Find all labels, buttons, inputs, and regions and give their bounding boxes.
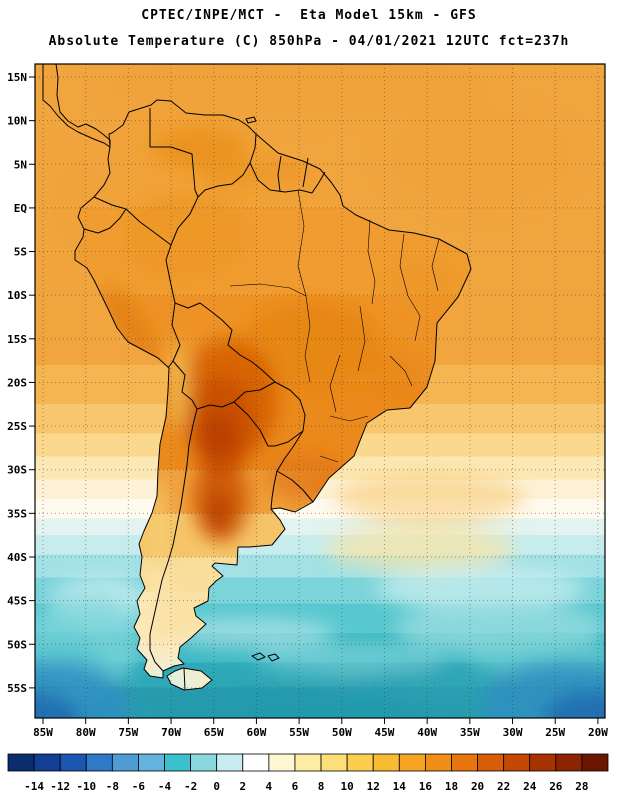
colorbar-tick-label: -10 (76, 780, 96, 793)
lon-label: 70W (161, 726, 181, 739)
axes: 15N 10N 5N EQ 5S 10S 15S 20S 25S 30S 35S 40S 45S 50S 5… (7, 71, 608, 739)
map-frame (34, 63, 606, 719)
lon-label: 50W (332, 726, 352, 739)
colorbar-tick-label: 20 (471, 780, 484, 793)
colorbar-tick-label: -14 (24, 780, 44, 793)
country-borders (83, 108, 326, 691)
lat-label: 5N (14, 158, 27, 171)
lon-label: 80W (76, 726, 96, 739)
state-borders (229, 189, 440, 463)
lon-label: 30W (503, 726, 523, 739)
temperature-colorbar: -14 -12 -10 -8 -6 -4 -2 0 2 4 6 8 10 12 14 16 18 20 22 24 26… (7, 753, 609, 793)
colorbar-segment (59, 753, 87, 772)
colorbar-segment (372, 753, 400, 772)
lon-label: 20W (588, 726, 608, 739)
central-america (43, 64, 110, 147)
lon-label: 45W (375, 726, 395, 739)
colorbar-tick-label: 16 (419, 780, 433, 793)
colorbar-segment (320, 753, 348, 772)
colorbar-segment (33, 753, 61, 772)
lat-label: 25S (7, 420, 27, 433)
colorbar-segment (294, 753, 322, 772)
colorbar-segment (451, 753, 478, 772)
lon-label: 60W (246, 726, 266, 739)
lat-label: 20S (7, 376, 27, 389)
lat-label: 30S (7, 464, 27, 477)
lat-label: 10S (7, 289, 27, 302)
lat-label: 15S (7, 333, 27, 346)
colorbar-segment (503, 753, 531, 772)
colorbar-tick-label: 24 (523, 780, 537, 793)
colorbar-segment (138, 753, 165, 772)
colorbar-tick-label: -2 (184, 780, 197, 793)
ocean-temperature-features (35, 64, 605, 718)
colorbar-segment (164, 753, 192, 772)
lon-label: 40W (417, 726, 437, 739)
colorbar-tick-label: 10 (341, 780, 354, 793)
map-title-line2: Absolute Temperature (C) 850hPa - 04/01/… (48, 34, 570, 49)
colorbar-tick-label: 0 (213, 780, 220, 793)
colorbar-segment (190, 753, 218, 772)
colorbar-segment (7, 753, 35, 772)
lon-label: 55W (289, 726, 309, 739)
colorbar-segment (85, 753, 113, 772)
lat-label: 55S (7, 682, 27, 695)
colorbar-tick-label: 12 (367, 780, 380, 793)
colorbar-scale: -14 -12 -10 -8 -6 -4 -2 0 2 4 6 8 10 12 14 16 18 20 22 24 26… (7, 753, 609, 793)
lat-label: 45S (7, 595, 27, 608)
lon-label: 85W (33, 726, 53, 739)
colorbar-tick-label: 14 (393, 780, 407, 793)
colorbar-segment (398, 753, 426, 772)
graticule (35, 64, 605, 718)
colorbar-tick-label: 18 (445, 780, 458, 793)
colorbar-tick-label: 8 (318, 780, 325, 793)
colorbar-segment (346, 753, 374, 772)
map-title-line1: CPTEC/INPE/MCT - Eta Model 15km - GFS (141, 8, 477, 23)
colorbar-segment (581, 753, 609, 772)
colorbar-segment (424, 753, 452, 772)
lat-label: 10N (7, 115, 27, 128)
lat-label: 5S (14, 246, 27, 259)
lon-label: 75W (118, 726, 138, 739)
colorbar-tick-label: 4 (266, 780, 273, 793)
colorbar-tick-label: -6 (132, 780, 146, 793)
lat-label: EQ (14, 202, 28, 215)
colorbar-tick-label: 6 (292, 780, 299, 793)
colorbar-segment (268, 753, 296, 772)
coastline (42, 64, 472, 691)
lat-label: 50S (7, 638, 27, 651)
colorbar-segment (111, 753, 139, 772)
colorbar-tick-label: -8 (106, 780, 119, 793)
colorbar-tick-label: 2 (239, 780, 246, 793)
lon-label: 25W (545, 726, 565, 739)
lat-label: 40S (7, 551, 27, 564)
colorbar-segment (216, 753, 244, 772)
colorbar-tick-label: -12 (50, 780, 70, 793)
colorbar-segment (242, 753, 270, 772)
lat-label: 15N (7, 71, 27, 84)
colorbar-tick-label: 28 (575, 780, 588, 793)
colorbar-segment (477, 753, 505, 772)
colorbar-tick-label: -4 (158, 780, 172, 793)
borders-layer (42, 64, 472, 691)
lon-label: 35W (460, 726, 480, 739)
colorbar-segment (555, 753, 583, 772)
weather-map: 15N 10N 5N EQ 5S 10S 15S 20S 25S 30S 35S 40S 45S 50S 5… (7, 63, 608, 739)
lon-label: 65W (204, 726, 224, 739)
lat-label: 35S (7, 507, 27, 520)
colorbar-tick-label: 22 (497, 780, 510, 793)
colorbar-segment (529, 753, 557, 772)
colorbar-tick-label: 26 (549, 780, 563, 793)
